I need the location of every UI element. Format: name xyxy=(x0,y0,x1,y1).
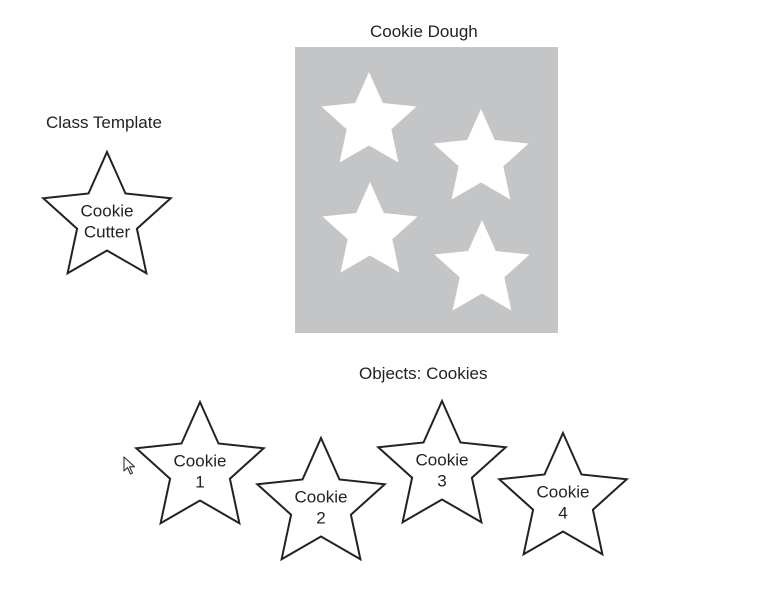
cookie-cutter-label-line: Cutter xyxy=(84,223,131,242)
cookie-star xyxy=(133,399,267,526)
cookie-dough-label: Cookie Dough xyxy=(370,22,478,41)
cookie-objects: Cookie 1 Cookie 2 Cookie 3 Cookie 4 xyxy=(133,398,630,562)
cookie-object-3: Cookie 3 xyxy=(375,398,509,525)
cookie-cutter-star xyxy=(40,149,174,276)
cookie-label-line: 3 xyxy=(437,472,446,491)
dough-star-cutout xyxy=(433,109,529,200)
class-template-label: Class Template xyxy=(46,113,162,132)
cookie-label: Cookie 3 xyxy=(416,451,469,491)
dough-cutouts xyxy=(321,72,530,311)
dough-star-cutout xyxy=(321,72,417,163)
class-template-star: Cookie Cutter xyxy=(40,149,174,276)
cookie-dough-sheet xyxy=(295,47,558,333)
cookie-cutter-label: Cookie Cutter xyxy=(81,202,134,242)
cookie-object-1: Cookie 1 xyxy=(133,399,267,526)
mouse-pointer-icon xyxy=(123,456,136,475)
dough-star-cutout xyxy=(434,220,530,311)
cookie-star xyxy=(496,430,630,557)
cookie-label-line: 4 xyxy=(558,504,567,523)
cookie-label-line: 2 xyxy=(316,509,325,528)
cookie-object-2: Cookie 2 xyxy=(254,435,388,562)
cookie-label-line: Cookie xyxy=(537,483,590,502)
dough-star-cutout xyxy=(322,182,418,273)
cookie-star xyxy=(375,398,509,525)
cookie-cutter-label-line: Cookie xyxy=(81,202,134,221)
cookie-label: Cookie 2 xyxy=(295,488,348,528)
cookie-label-line: Cookie xyxy=(295,488,348,507)
cookie-object-4: Cookie 4 xyxy=(496,430,630,557)
cookie-label-line: 1 xyxy=(195,473,204,492)
cookie-label-line: Cookie xyxy=(416,451,469,470)
cookie-label: Cookie 1 xyxy=(174,452,227,492)
cookie-star xyxy=(254,435,388,562)
cookie-label: Cookie 4 xyxy=(537,483,590,523)
cookie-label-line: Cookie xyxy=(174,452,227,471)
objects-cookies-label: Objects: Cookies xyxy=(359,364,488,383)
